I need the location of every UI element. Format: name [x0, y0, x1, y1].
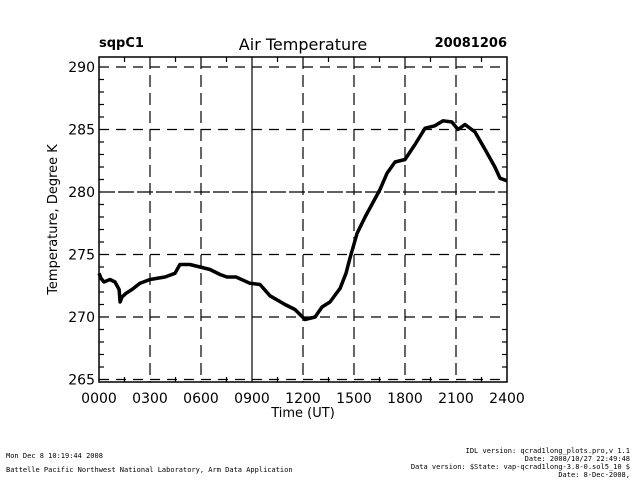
y-tick-label: 270: [68, 310, 95, 326]
x-tick-label: 0300: [132, 391, 168, 407]
plot-frame: [98, 56, 508, 383]
y-tick-label: 280: [68, 185, 95, 201]
x-tick-label: 2100: [438, 391, 474, 407]
series-line-air-temperature: [97, 119, 508, 322]
footer-data-version: Data version: $State: vap-qcrad1long-3.8…: [410, 463, 630, 471]
x-tick-label: 2400: [489, 391, 525, 407]
grid: [99, 57, 507, 382]
y-tick-label: 275: [68, 248, 95, 264]
date-label: 20081206: [434, 36, 507, 51]
footer-idl-version: IDL version: qcrad1long_plots.pro,v 1.1: [465, 447, 630, 455]
site-label: sqpC1: [99, 36, 144, 51]
y-axis-label: Temperature, Degree K: [46, 144, 61, 296]
x-axis-label: Time (UT): [270, 406, 335, 421]
minor-ticks: [99, 57, 507, 382]
footer-lab: Battelle Pacific Northwest National Labo…: [6, 466, 293, 474]
x-tick-label: 1200: [285, 391, 321, 407]
y-tick-labels: 265 270 275 280 285 290: [68, 60, 95, 389]
x-tick-label: 1800: [387, 391, 423, 407]
x-tick-labels: 0000 0300 0600 0900 1200 1500 1800 2100 2400: [81, 391, 525, 407]
footer-data-date: Date: 8-Dec-2008,: [558, 471, 630, 479]
air-temperature-chart: 0000 0300 0600 0900 1200 1500 1800 2100 2400 265…: [46, 56, 525, 421]
x-tick-label: 0900: [234, 391, 270, 407]
x-tick-label: 1500: [336, 391, 372, 407]
x-tick-label: 0000: [81, 391, 117, 407]
footer-timestamp: Mon Dec 8 10:19:44 2008: [6, 452, 103, 460]
x-tick-label: 0600: [183, 391, 219, 407]
y-tick-label: 265: [68, 373, 95, 389]
y-tick-label: 285: [68, 123, 95, 139]
footer-idl-date: Date: 2008/10/27 22:49:48: [524, 455, 630, 463]
chart-title: Air Temperature: [238, 35, 368, 54]
y-tick-label: 290: [68, 60, 95, 76]
